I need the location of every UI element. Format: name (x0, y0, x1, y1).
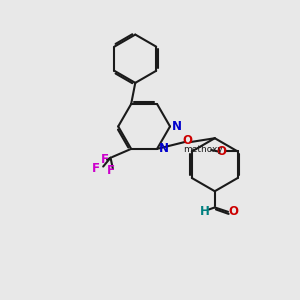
Text: F: F (107, 164, 115, 178)
Text: N: N (158, 142, 169, 155)
Text: F: F (92, 161, 100, 175)
Text: methoxy: methoxy (183, 146, 223, 154)
Text: H: H (200, 205, 209, 218)
Text: F: F (101, 153, 109, 166)
Text: N: N (172, 120, 182, 133)
Text: O: O (228, 205, 238, 218)
Text: O: O (217, 145, 226, 158)
Text: O: O (182, 134, 192, 147)
